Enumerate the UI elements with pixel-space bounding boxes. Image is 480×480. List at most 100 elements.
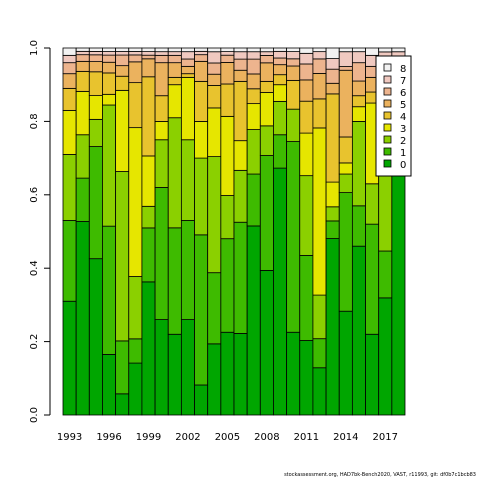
legend-box	[375, 55, 412, 177]
x-tick-label: 2005	[215, 432, 240, 443]
bar-segment-2009-age-4	[273, 74, 288, 86]
bar-segment-2002-age-6	[180, 58, 195, 67]
bar-segment-1998-age-0	[128, 362, 143, 416]
bar-segment-2006-age-7	[233, 51, 248, 60]
bar-segment-2013-age-7	[325, 58, 340, 70]
bar-segment-2012-age-3	[312, 127, 327, 296]
x-tick-label: 2002	[175, 432, 200, 443]
x-tick-label: 2014	[333, 432, 358, 443]
bar-segment-1994-age-8	[75, 47, 90, 52]
bar-segment-2002-age-5	[180, 65, 195, 75]
bar-segment-2006-age-0	[233, 333, 248, 416]
bar-segment-2010-age-1	[286, 141, 301, 333]
bar-segment-2003-age-4	[194, 80, 209, 122]
bar-segment-2007-age-0	[246, 225, 261, 416]
bar-segment-1996-age-1	[102, 225, 117, 355]
bar-segment-2009-age-6	[273, 57, 288, 66]
bar-segment-2009-age-8	[273, 47, 288, 52]
legend-label-6: 6	[400, 88, 406, 99]
bar-segment-2012-age-1	[312, 338, 327, 369]
bar-segment-2007-age-3	[246, 103, 261, 130]
bar-segment-1999-age-7	[141, 51, 156, 56]
bar-segment-2012-age-5	[312, 73, 327, 100]
bar-segment-2007-age-5	[246, 73, 261, 90]
bar-segment-2005-age-1	[220, 238, 235, 333]
bar-segment-2001-age-6	[167, 54, 182, 64]
bar-segment-2000-age-5	[154, 62, 169, 97]
bar-segment-1994-age-4	[75, 70, 90, 92]
bar-segment-2006-age-3	[233, 140, 248, 171]
bar-segment-2003-age-8	[194, 47, 209, 52]
bar-segment-1993-age-5	[62, 73, 77, 89]
x-tick-label: 2008	[254, 432, 279, 443]
bar-segment-2014-age-6	[338, 66, 353, 71]
bar-segment-2001-age-0	[167, 333, 182, 416]
bar-segment-2000-age-8	[154, 47, 169, 53]
bar-segment-2015-age-2	[351, 121, 366, 207]
x-tick-label: 2011	[294, 432, 319, 443]
bar-segment-2013-age-6	[325, 68, 340, 84]
bar-segment-2005-age-3	[220, 115, 235, 196]
bar-segment-2015-age-0	[351, 245, 366, 416]
bar-segment-2003-age-7	[194, 50, 209, 56]
bar-segment-2000-age-3	[154, 121, 169, 141]
bar-segment-2001-age-5	[167, 62, 182, 78]
bar-segment-2005-age-2	[220, 195, 235, 240]
legend-label-3: 3	[400, 124, 406, 135]
bar-segment-2011-age-2	[299, 175, 314, 256]
bar-segment-2015-age-3	[351, 106, 366, 122]
legend-swatch-5	[383, 99, 392, 108]
bar-segment-2006-age-5	[233, 69, 248, 82]
bar-segment-2018-age-0	[391, 174, 406, 416]
bar-segment-1995-age-5	[88, 61, 103, 73]
bar-segment-2007-age-4	[246, 88, 261, 105]
bar-segment-2016-age-2	[365, 183, 380, 225]
bar-segment-1999-age-0	[141, 281, 156, 416]
bar-segment-2006-age-1	[233, 221, 248, 334]
legend-label-5: 5	[400, 100, 406, 111]
bar-segment-2014-age-1	[338, 192, 353, 312]
bar-segment-2014-age-8	[338, 47, 353, 53]
bar-segment-2000-age-6	[154, 54, 169, 64]
bar-segment-2010-age-6	[286, 58, 301, 67]
bar-segment-2012-age-2	[312, 294, 327, 340]
bar-segment-2009-age-7	[273, 50, 288, 59]
bar-segment-1997-age-4	[115, 75, 130, 91]
bar-segment-2004-age-7	[207, 51, 222, 64]
bar-segment-2015-age-6	[351, 62, 366, 82]
bar-segment-1998-age-4	[128, 82, 143, 129]
bar-segment-1998-age-8	[128, 47, 143, 52]
bar-segment-2010-age-2	[286, 108, 301, 142]
bar-segment-2002-age-2	[180, 139, 195, 221]
bar-segment-2009-age-2	[273, 100, 288, 136]
bar-segment-2004-age-3	[207, 107, 222, 157]
bar-segment-2008-age-3	[259, 92, 274, 127]
bar-segment-1999-age-8	[141, 47, 156, 52]
bar-segment-2015-age-1	[351, 205, 366, 247]
bar-segment-2014-age-2	[338, 173, 353, 193]
bar-segment-2005-age-5	[220, 61, 235, 85]
bar-segment-2002-age-3	[180, 76, 195, 141]
bar-segment-2005-age-7	[220, 51, 235, 56]
bar-segment-1995-age-1	[88, 146, 103, 260]
bar-segment-2004-age-5	[207, 73, 222, 86]
bar-segment-2016-age-1	[365, 223, 380, 335]
bar-segment-2003-age-6	[194, 54, 209, 62]
bar-segment-2000-age-2	[154, 139, 169, 188]
bar-segment-1995-age-7	[88, 51, 103, 56]
bar-segment-1999-age-3	[141, 155, 156, 207]
bar-segment-1993-age-3	[62, 109, 77, 155]
bar-segment-2011-age-4	[299, 100, 314, 134]
bar-segment-1996-age-6	[102, 54, 117, 63]
legend-label-4: 4	[400, 112, 406, 123]
bar-segment-2007-age-6	[246, 58, 261, 75]
bar-segment-2013-age-2	[325, 206, 340, 222]
bar-segment-2014-age-0	[338, 310, 353, 416]
bar-segment-2005-age-4	[220, 83, 235, 117]
bar-segment-2011-age-8	[299, 47, 314, 54]
bar-segment-2011-age-3	[299, 132, 314, 177]
bar-segment-2001-age-3	[167, 84, 182, 119]
bar-segment-2000-age-0	[154, 319, 169, 416]
